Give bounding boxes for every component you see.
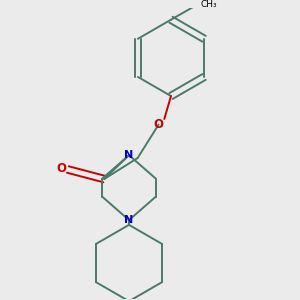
Text: O: O (56, 162, 66, 175)
Text: N: N (124, 150, 134, 160)
Text: CH₃: CH₃ (201, 0, 217, 9)
Text: N: N (124, 215, 134, 225)
Text: O: O (154, 118, 164, 131)
